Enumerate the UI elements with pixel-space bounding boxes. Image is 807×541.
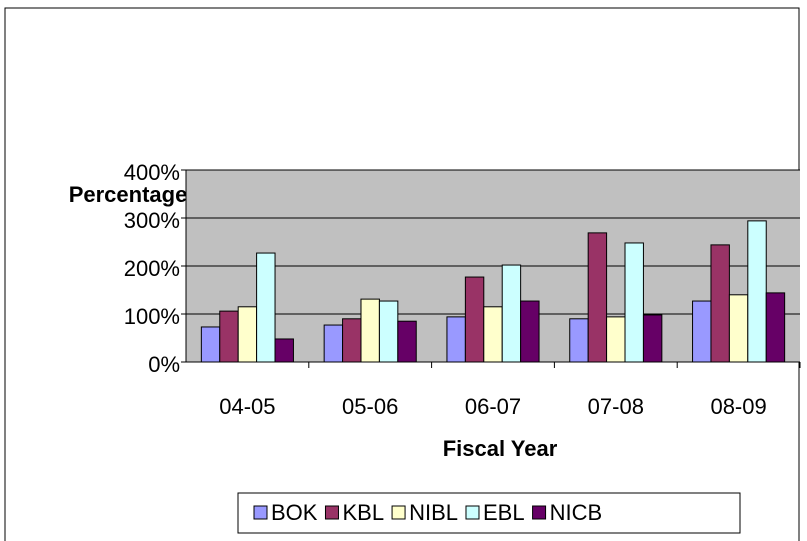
legend-label: NIBL <box>409 500 458 525</box>
bar <box>464 276 485 363</box>
x-tick-label: 06-07 <box>465 394 521 419</box>
y-tick-label: 300% <box>124 208 180 233</box>
y-tick-label: 200% <box>124 256 180 281</box>
y-tick-label: 400% <box>124 160 180 185</box>
y-tick-label: 100% <box>124 304 180 329</box>
y-axis-title: Percentage <box>69 182 188 207</box>
bar <box>397 320 417 363</box>
x-tick-label: 08-09 <box>710 394 766 419</box>
legend-label: NICB <box>550 500 603 525</box>
legend-swatch <box>465 505 480 520</box>
legend-label: BOK <box>271 500 318 525</box>
bar <box>200 326 221 363</box>
bar <box>323 324 344 363</box>
bar <box>274 338 294 363</box>
bar <box>342 318 362 363</box>
x-tick-label: 07-08 <box>588 394 644 419</box>
bar <box>446 316 466 363</box>
bar <box>765 292 786 363</box>
bar <box>378 300 399 363</box>
legend-swatch <box>532 505 547 520</box>
x-tick-label: 05-06 <box>342 394 398 419</box>
bar <box>569 318 589 363</box>
bar <box>728 294 749 363</box>
legend-swatch <box>391 505 406 520</box>
legend-swatch <box>253 505 268 520</box>
bar <box>483 306 503 363</box>
legend-label: EBL <box>483 500 525 525</box>
bar <box>624 242 644 363</box>
bar <box>692 300 712 363</box>
bar <box>256 252 276 363</box>
bar <box>360 298 380 363</box>
bar <box>587 232 608 363</box>
legend-swatch <box>324 505 339 520</box>
bar <box>606 316 626 363</box>
bar <box>237 306 258 363</box>
bar <box>520 300 540 363</box>
bar <box>501 264 522 363</box>
legend-box <box>237 492 741 534</box>
x-tick-label: 04-05 <box>219 394 275 419</box>
legend-label: KBL <box>342 500 384 525</box>
bar <box>710 244 730 363</box>
x-axis-title: Fiscal Year <box>443 436 558 461</box>
bar <box>219 310 239 363</box>
bar <box>747 220 767 363</box>
y-tick-label: 0% <box>148 352 180 377</box>
bar <box>642 314 663 363</box>
